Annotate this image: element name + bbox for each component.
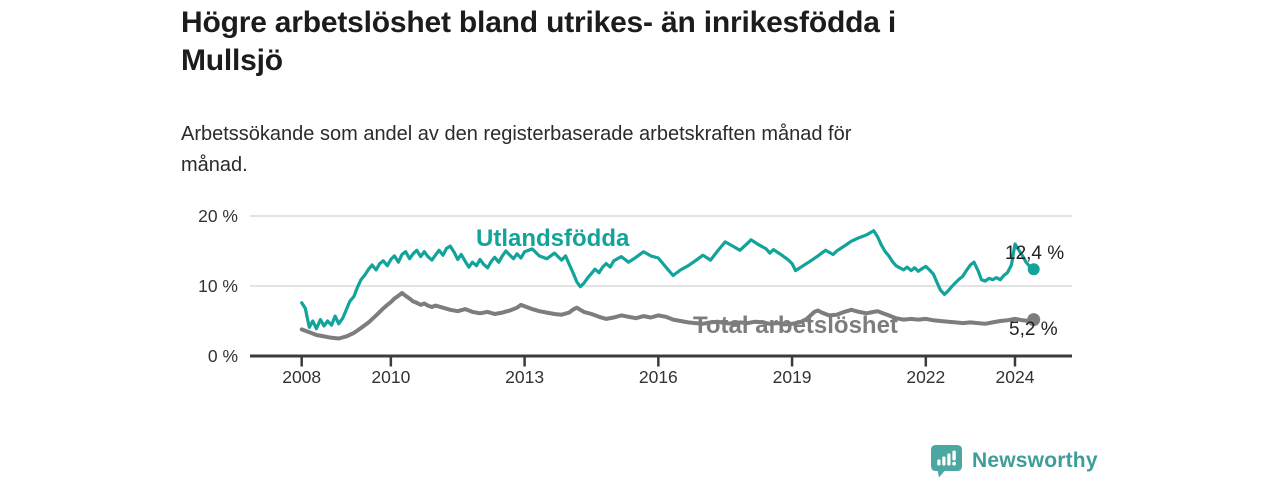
x-tick-label: 2022 [906, 367, 945, 387]
y-tick-label: 20 % [198, 206, 238, 226]
series-label-total-arbetsloshet: Total arbetslöshet [693, 312, 898, 339]
x-tick-label: 2024 [996, 367, 1035, 387]
series-end-dot-0 [1027, 263, 1040, 276]
end-value-utlandsfodda: 12,4 % [1005, 243, 1065, 264]
page-subtitle: Arbetssökande som andel av den registerb… [181, 123, 852, 176]
page-title: Högre arbetslöshet bland utrikes- än inr… [181, 6, 896, 77]
y-tick-label: 0 % [208, 346, 238, 366]
series-line-0 [300, 229, 1036, 331]
x-tick-label: 2016 [639, 367, 678, 387]
x-tick-label: 2013 [505, 367, 544, 387]
x-tick-label: 2019 [773, 367, 812, 387]
series-label-utlandsfodda: Utlandsfödda [476, 225, 630, 252]
bar-chart-speech-bubble-icon [931, 444, 962, 478]
y-tick-label: 10 % [198, 276, 238, 296]
brand-name: Newsworthy [972, 449, 1098, 472]
series-line-1 [299, 291, 1036, 341]
end-value-total-arbetsloshet: 5,2 % [1009, 319, 1058, 340]
x-tick-label: 2010 [371, 367, 410, 387]
x-tick-label: 2008 [282, 367, 321, 387]
newsworthy-logo: Newsworthy [931, 444, 1098, 478]
